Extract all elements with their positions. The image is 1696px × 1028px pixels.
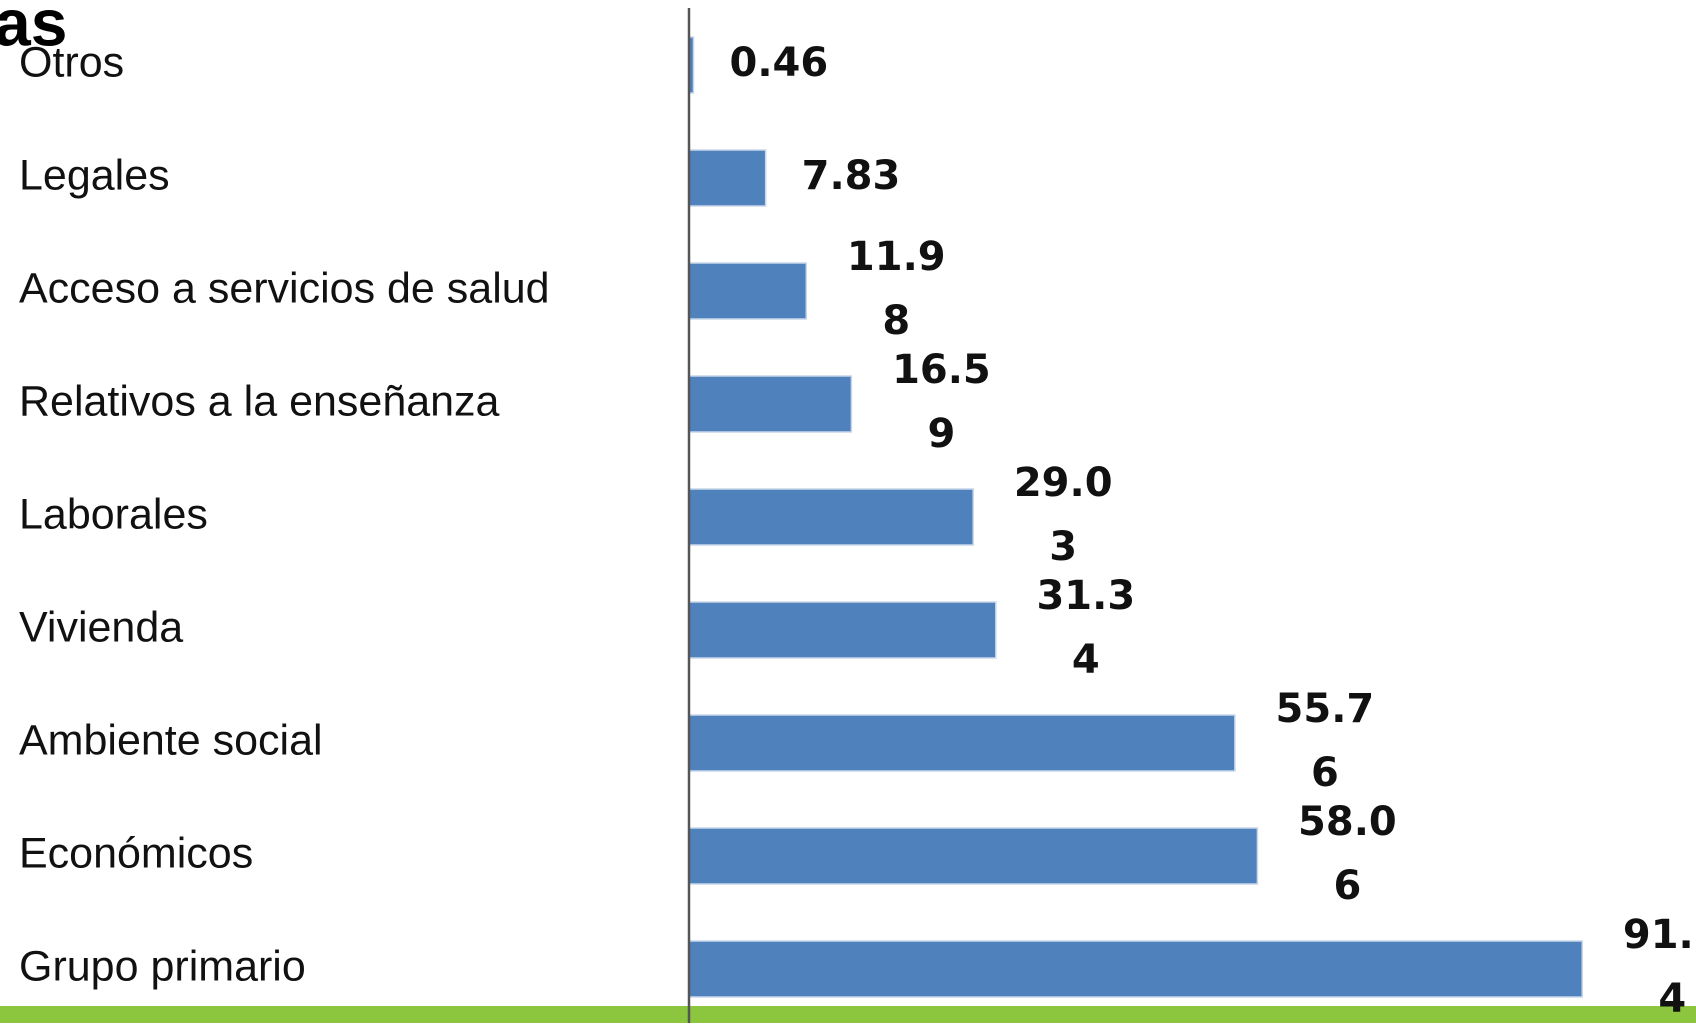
category-label: Otros — [19, 38, 124, 86]
bar — [688, 940, 1583, 998]
bar — [688, 488, 974, 546]
bar — [688, 262, 808, 320]
bar — [688, 827, 1259, 885]
value-label: 91.24 — [1623, 912, 1696, 1022]
value-label: 7.83 — [802, 153, 901, 199]
value-label: 0.46 — [730, 40, 829, 86]
value-label: 58.0 6 — [1298, 799, 1397, 909]
value-label: 31.3 4 — [1036, 573, 1135, 683]
category-label: Acceso a servicios de salud — [19, 264, 550, 312]
category-label: Legales — [19, 151, 170, 199]
value-label: 16.5 9 — [892, 347, 991, 457]
chart-title: as — [0, 0, 67, 59]
bar — [688, 601, 997, 659]
bar — [688, 375, 853, 433]
value-label: 55.7 6 — [1276, 686, 1375, 796]
category-label: Ambiente social — [19, 716, 323, 764]
category-label: Económicos — [19, 829, 253, 877]
category-label: Vivienda — [19, 603, 183, 651]
category-label: Grupo primario — [19, 942, 306, 990]
category-label: Laborales — [19, 490, 208, 538]
footer-bar — [0, 1006, 1696, 1023]
bar — [688, 714, 1236, 772]
value-label: 29.0 3 — [1014, 460, 1113, 570]
value-label: 11.9 8 — [847, 234, 946, 344]
bar — [688, 149, 767, 207]
category-label: Relativos a la enseñanza — [19, 377, 500, 425]
